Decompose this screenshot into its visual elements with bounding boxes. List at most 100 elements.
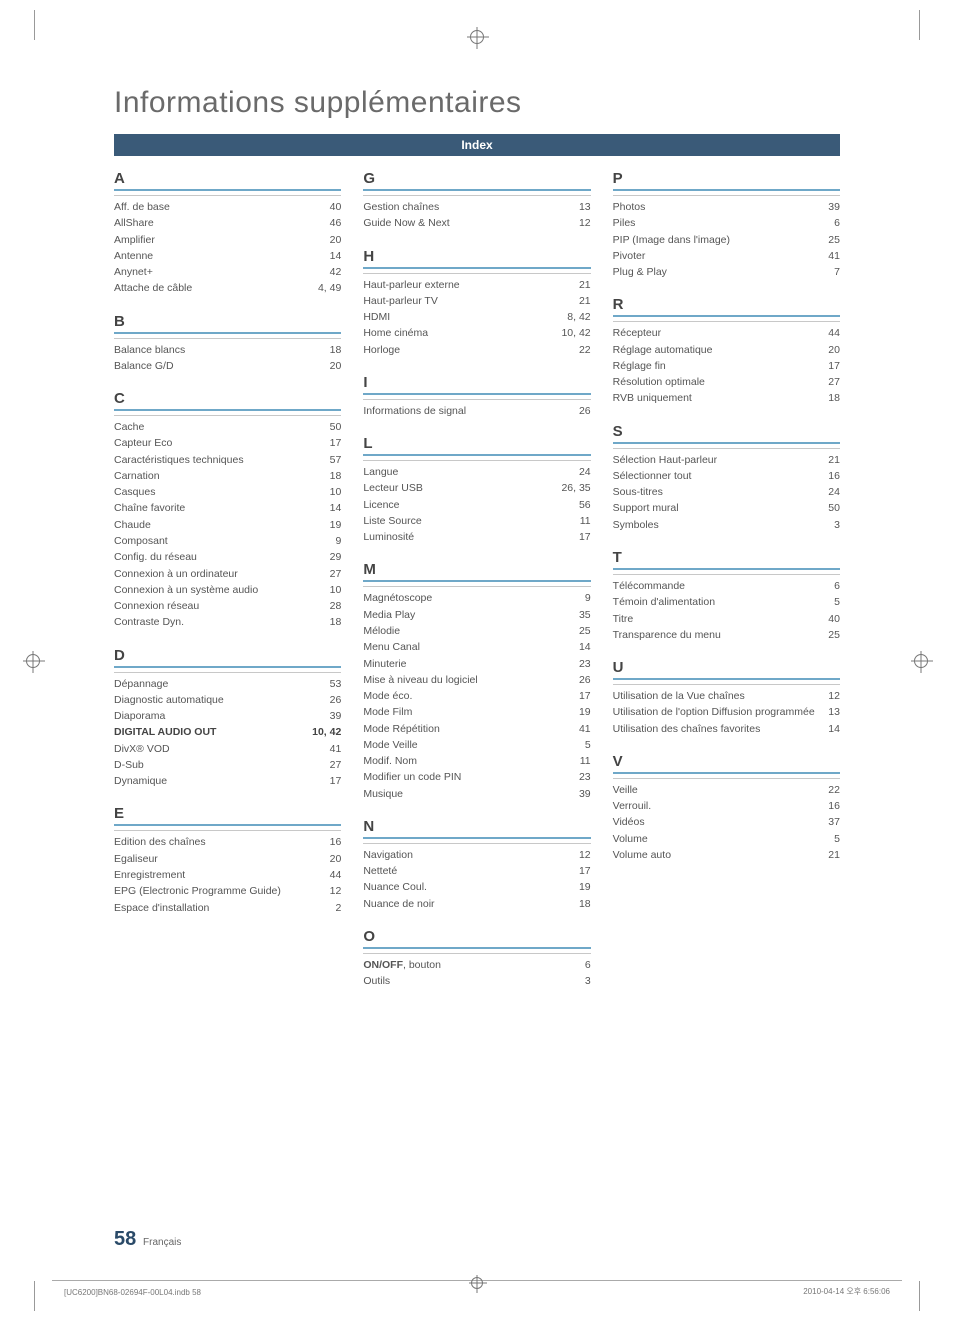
entry-pages: 53 xyxy=(330,676,342,692)
index-entry: Musique39 xyxy=(363,786,590,802)
index-entry: Antenne14 xyxy=(114,248,341,264)
index-columns: AAff. de base40AllShare46Amplifier20Ante… xyxy=(114,170,840,1006)
index-entry: Informations de signal26 xyxy=(363,403,590,419)
entry-pages: 20 xyxy=(828,342,840,358)
index-section: VVeille22Verrouil.16Vidéos37Volume5Volum… xyxy=(613,753,840,863)
entry-pages: 16 xyxy=(330,834,342,850)
entry-pages: 3 xyxy=(585,973,591,989)
index-entry: RVB uniquement18 xyxy=(613,390,840,406)
index-entry: Haut-parleur externe21 xyxy=(363,277,590,293)
entry-label: Espace d'installation xyxy=(114,900,335,916)
entry-label: Home cinéma xyxy=(363,325,561,341)
entry-label: Balance blancs xyxy=(114,342,330,358)
entry-pages: 9 xyxy=(585,590,591,606)
index-column: GGestion chaînes13Guide Now & Next12HHau… xyxy=(363,170,590,1006)
entry-pages: 14 xyxy=(330,500,342,516)
entry-label: Dépannage xyxy=(114,676,330,692)
entry-label: Guide Now & Next xyxy=(363,215,579,231)
section-letter: M xyxy=(363,561,590,582)
index-entry: Témoin d'alimentation5 xyxy=(613,594,840,610)
entry-label: Luminosité xyxy=(363,529,579,545)
footer-timestamp: 2010-04-14 오후 6:56:06 xyxy=(803,1286,890,1297)
entry-pages: 26 xyxy=(579,403,591,419)
index-entry: DIGITAL AUDIO OUT10, 42 xyxy=(114,724,341,740)
index-section: EEdition des chaînes16Egaliseur20Enregis… xyxy=(114,805,341,915)
entry-pages: 21 xyxy=(828,847,840,863)
index-entry: Capteur Eco17 xyxy=(114,435,341,451)
entry-pages: 18 xyxy=(330,468,342,484)
entry-label: Mode Veille xyxy=(363,737,584,753)
entry-label: Nuance de noir xyxy=(363,896,579,912)
entry-pages: 42 xyxy=(330,264,342,280)
entry-pages: 41 xyxy=(330,741,342,757)
index-entry: Pivoter41 xyxy=(613,248,840,264)
entry-pages: 39 xyxy=(330,708,342,724)
index-entry: Cache50 xyxy=(114,419,341,435)
entry-pages: 21 xyxy=(828,452,840,468)
entry-pages: 50 xyxy=(828,500,840,516)
entry-pages: 24 xyxy=(579,464,591,480)
entry-pages: 41 xyxy=(828,248,840,264)
entry-pages: 41 xyxy=(579,721,591,737)
index-entry: Licence56 xyxy=(363,497,590,513)
index-entry: PIP (Image dans l'image)25 xyxy=(613,232,840,248)
entry-pages: 23 xyxy=(579,656,591,672)
entry-label: Config. du réseau xyxy=(114,549,330,565)
section-entries: Navigation12Netteté17Nuance Coul.19Nuanc… xyxy=(363,843,590,912)
entry-pages: 8, 42 xyxy=(567,309,590,325)
index-entry: Minuterie23 xyxy=(363,656,590,672)
entry-label: Mélodie xyxy=(363,623,579,639)
entry-pages: 10, 42 xyxy=(312,724,341,740)
index-section: AAff. de base40AllShare46Amplifier20Ante… xyxy=(114,170,341,297)
entry-pages: 5 xyxy=(834,594,840,610)
index-entry: Diagnostic automatique26 xyxy=(114,692,341,708)
entry-pages: 17 xyxy=(330,773,342,789)
section-letter: L xyxy=(363,435,590,456)
entry-label: Amplifier xyxy=(114,232,330,248)
page-title: Informations supplémentaires xyxy=(114,86,840,120)
entry-label: Résolution optimale xyxy=(613,374,829,390)
index-entry: Vidéos37 xyxy=(613,814,840,830)
entry-label: Témoin d'alimentation xyxy=(613,594,834,610)
index-entry: Sélectionner tout16 xyxy=(613,468,840,484)
section-letter: G xyxy=(363,170,590,191)
index-entry: Config. du réseau29 xyxy=(114,549,341,565)
section-entries: Gestion chaînes13Guide Now & Next12 xyxy=(363,195,590,232)
index-entry: Guide Now & Next12 xyxy=(363,215,590,231)
entry-label: Aff. de base xyxy=(114,199,330,215)
index-entry: Menu Canal14 xyxy=(363,639,590,655)
entry-label: Récepteur xyxy=(613,325,829,341)
index-entry: Photos39 xyxy=(613,199,840,215)
registration-mark-icon xyxy=(470,30,484,44)
page-language: Français xyxy=(143,1237,181,1248)
index-entry: Symboles3 xyxy=(613,517,840,533)
entry-label: Verrouil. xyxy=(613,798,829,814)
entry-pages: 35 xyxy=(579,607,591,623)
index-entry: Dépannage53 xyxy=(114,676,341,692)
registration-mark-icon xyxy=(26,654,40,668)
entry-label: D-Sub xyxy=(114,757,330,773)
index-entry: ON/OFF, bouton6 xyxy=(363,957,590,973)
section-entries: Dépannage53Diagnostic automatique26Diapo… xyxy=(114,672,341,790)
entry-label: Enregistrement xyxy=(114,867,330,883)
entry-pages: 2 xyxy=(335,900,341,916)
section-letter: O xyxy=(363,928,590,949)
section-entries: ON/OFF, bouton6Outils3 xyxy=(363,953,590,990)
entry-label: Musique xyxy=(363,786,579,802)
entry-label: Sélectionner tout xyxy=(613,468,829,484)
index-section: PPhotos39Piles6PIP (Image dans l'image)2… xyxy=(613,170,840,280)
index-entry: Attache de câble4, 49 xyxy=(114,280,341,296)
entry-pages: 5 xyxy=(834,831,840,847)
entry-label: DIGITAL AUDIO OUT xyxy=(114,724,312,740)
index-section: NNavigation12Netteté17Nuance Coul.19Nuan… xyxy=(363,818,590,912)
index-entry: Titre40 xyxy=(613,611,840,627)
entry-label: Outils xyxy=(363,973,584,989)
entry-label: Mise à niveau du logiciel xyxy=(363,672,579,688)
index-entry: Plug & Play7 xyxy=(613,264,840,280)
section-entries: Récepteur44Réglage automatique20Réglage … xyxy=(613,321,840,406)
index-entry: Mode Film19 xyxy=(363,704,590,720)
entry-pages: 40 xyxy=(330,199,342,215)
entry-pages: 39 xyxy=(828,199,840,215)
index-entry: Réglage automatique20 xyxy=(613,342,840,358)
index-entry: Edition des chaînes16 xyxy=(114,834,341,850)
